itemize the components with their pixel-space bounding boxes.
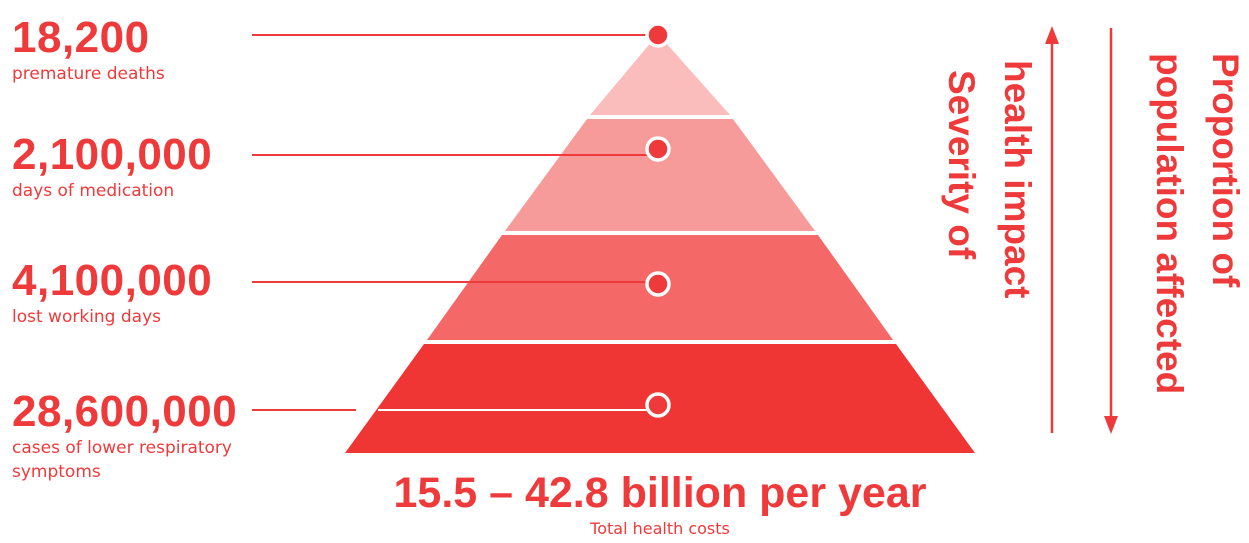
severity-label-line1: Severity of — [941, 70, 982, 260]
marker-dot-1 — [645, 22, 671, 48]
pyramid-tier-premature-deaths — [590, 34, 730, 115]
stat-label: lost working days — [12, 307, 162, 327]
proportion-label-line1: Proportion of — [1205, 53, 1246, 288]
total-caption: Total health costs — [590, 519, 730, 538]
stat-value: 28,600,000 — [12, 387, 238, 436]
up-arrow-icon — [1045, 26, 1059, 44]
marker-dot-2 — [645, 136, 671, 162]
stat-working-days: 4,100,000 lost working days — [12, 259, 212, 329]
stat-label: premature deaths — [12, 64, 165, 84]
stat-label: days of medication — [12, 181, 175, 201]
marker-dot-4 — [645, 392, 671, 418]
stat-respiratory: 28,600,000 cases of lower respiratory sy… — [12, 390, 262, 484]
stat-value: 18,200 — [12, 13, 150, 62]
down-arrow-icon — [1104, 416, 1118, 434]
stat-premature-deaths: 18,200 premature deaths — [12, 16, 165, 86]
stat-label: cases of lower respiratory symptoms — [12, 438, 232, 482]
total-amount: 15.5 – 42.8 billion per year — [393, 469, 927, 517]
marker-dot-3 — [645, 271, 671, 297]
pyramid-tier-medication — [505, 119, 815, 231]
stat-value: 2,100,000 — [12, 130, 213, 179]
stat-value: 4,100,000 — [12, 256, 213, 305]
stat-medication: 2,100,000 days of medication — [12, 133, 212, 203]
severity-label-line2: health impact — [997, 60, 1038, 299]
total-costs: 15.5 – 42.8 billion per year Total healt… — [360, 470, 960, 539]
proportion-label-line2: population affected — [1149, 53, 1190, 395]
